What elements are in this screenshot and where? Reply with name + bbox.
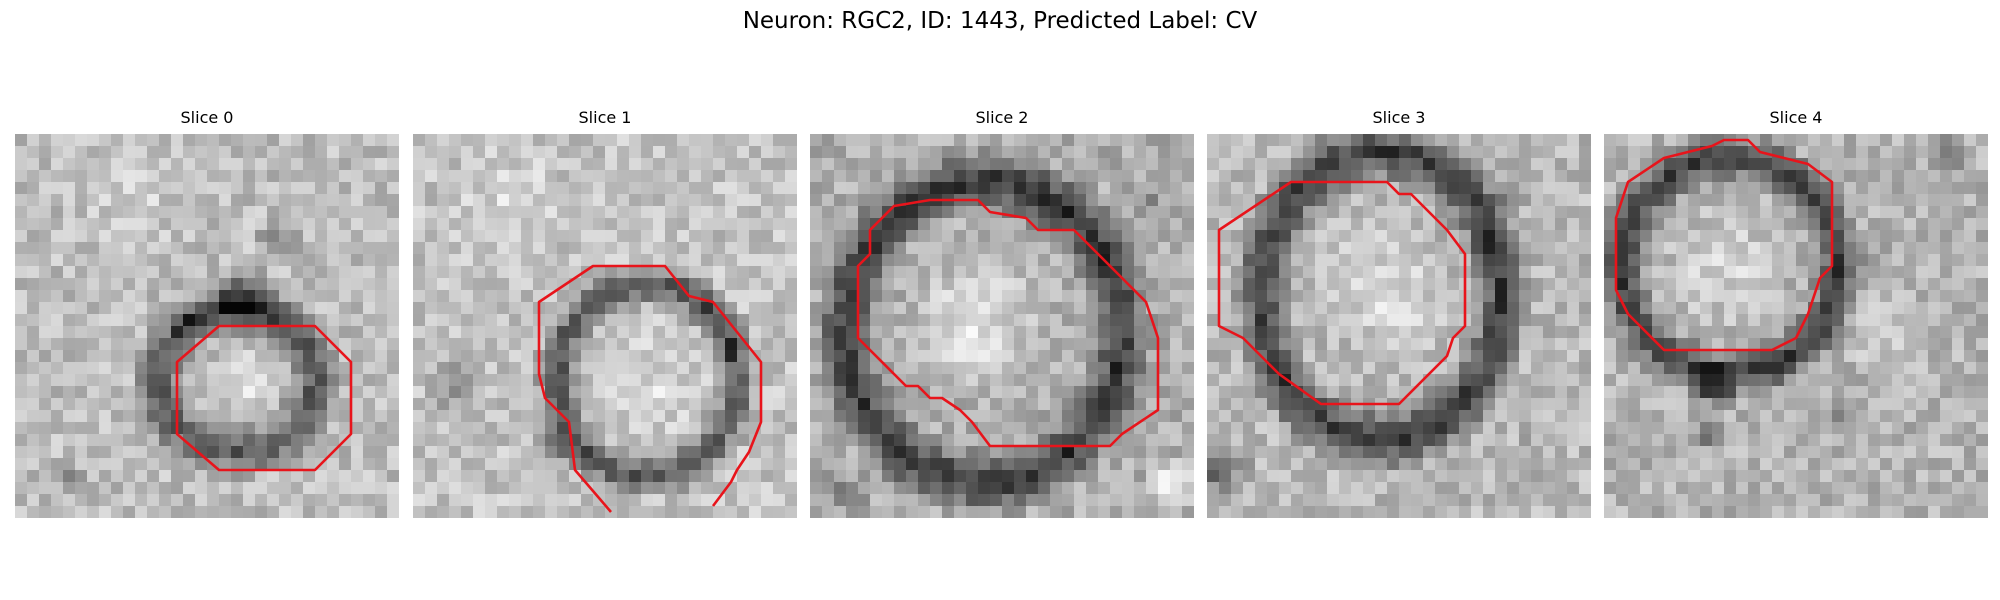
- slice-title-4: Slice 4: [1769, 108, 1823, 127]
- slice-image-2: [810, 134, 1194, 518]
- slice-panel-2: Slice 2: [810, 108, 1194, 518]
- segmentation-contour: [175, 324, 353, 472]
- segmentation-contour: [1217, 180, 1467, 406]
- slice-image-3: [1207, 134, 1591, 518]
- slice-image-1: [413, 134, 797, 518]
- slice-pixels: [15, 134, 399, 518]
- slice-panel-0: Slice 0: [15, 108, 399, 518]
- slice-title-0: Slice 0: [180, 108, 234, 127]
- slice-title-1: Slice 1: [578, 108, 632, 127]
- slice-pixels: [413, 134, 797, 518]
- segmentation-contour: [1614, 138, 1834, 352]
- slice-panel-4: Slice 4: [1604, 108, 1988, 518]
- segmentation-contour: [537, 264, 763, 513]
- slice-image-4: [1604, 134, 1988, 518]
- segmentation-contour: [856, 198, 1160, 448]
- figure-title: Neuron: RGC2, ID: 1443, Predicted Label:…: [742, 8, 1258, 34]
- slice-pixels: [1604, 134, 1988, 518]
- slice-panel-1: Slice 1: [413, 108, 797, 518]
- slice-panel-3: Slice 3: [1207, 108, 1591, 518]
- slice-image-0: [15, 134, 399, 518]
- slice-pixels: [810, 134, 1194, 518]
- slice-pixels: [1207, 134, 1591, 518]
- slice-title-2: Slice 2: [975, 108, 1029, 127]
- slice-title-3: Slice 3: [1372, 108, 1426, 127]
